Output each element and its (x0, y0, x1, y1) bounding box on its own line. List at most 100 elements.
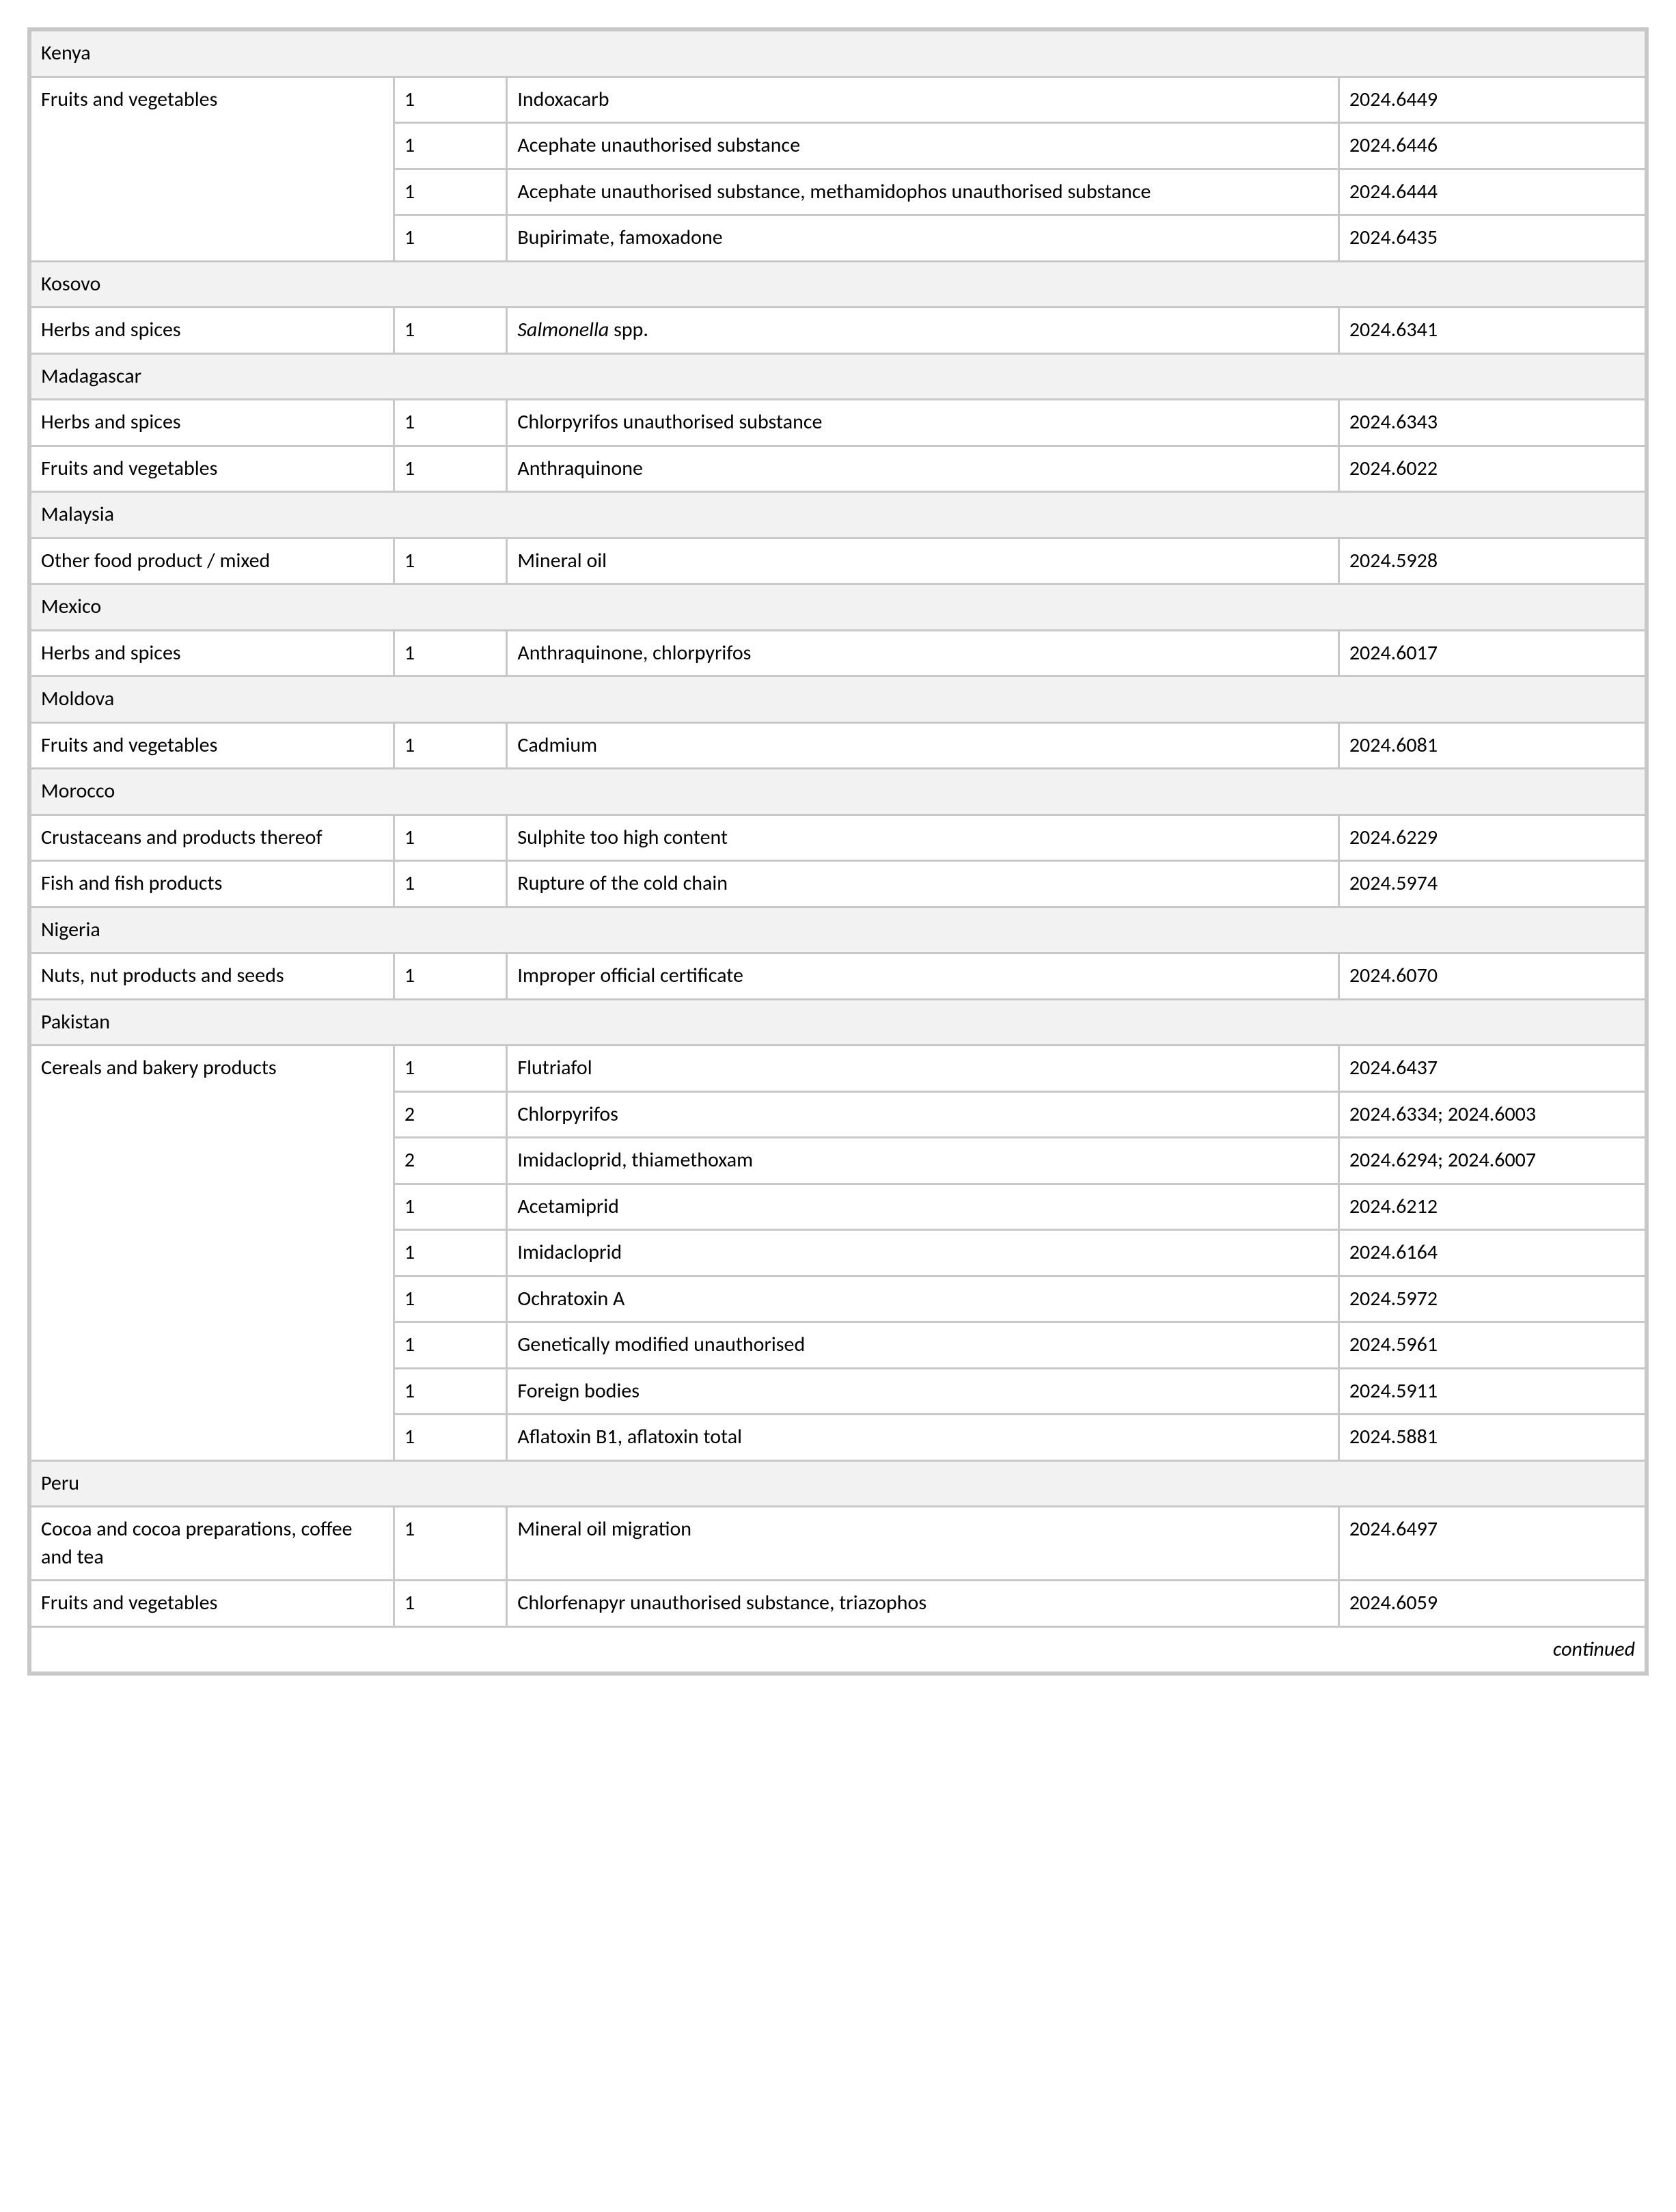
country-row: Kosovo (31, 261, 1646, 308)
hazard-cell: Rupture of the cold chain (507, 861, 1338, 907)
count-cell: 1 (394, 1507, 506, 1581)
country-name: Morocco (31, 769, 1646, 815)
table-row: Fruits and vegetables1Chlorfenapyr unaut… (31, 1581, 1646, 1627)
count-cell: 1 (394, 215, 506, 262)
reference-cell: 2024.6070 (1338, 953, 1645, 1000)
count-cell: 1 (394, 953, 506, 1000)
count-cell: 1 (394, 1368, 506, 1415)
reference-cell: 2024.6164 (1338, 1230, 1645, 1276)
table-row: Herbs and spices1Salmonella spp.2024.634… (31, 308, 1646, 354)
category-cell: Other food product / mixed (31, 538, 394, 584)
reference-cell: 2024.6449 (1338, 77, 1645, 123)
count-cell: 1 (394, 446, 506, 492)
category-cell: Herbs and spices (31, 630, 394, 677)
country-row: Nigeria (31, 907, 1646, 953)
reference-cell: 2024.6444 (1338, 169, 1645, 215)
reference-cell: 2024.6343 (1338, 400, 1645, 446)
count-cell: 1 (394, 1276, 506, 1322)
table-row: Herbs and spices1Anthraquinone, chlorpyr… (31, 630, 1646, 677)
hazard-cell: Chlorpyrifos (507, 1091, 1338, 1138)
reference-cell: 2024.6081 (1338, 722, 1645, 769)
hazard-cell: Sulphite too high content (507, 815, 1338, 861)
country-row: Moldova (31, 677, 1646, 723)
country-name: Pakistan (31, 999, 1646, 1046)
count-cell: 1 (394, 1184, 506, 1230)
hazard-cell: Foreign bodies (507, 1368, 1338, 1415)
country-row: Kenya (31, 31, 1646, 77)
count-cell: 2 (394, 1091, 506, 1138)
count-cell: 1 (394, 1046, 506, 1092)
category-cell: Fruits and vegetables (31, 446, 394, 492)
hazard-cell: Anthraquinone (507, 446, 1338, 492)
hazard-cell: Imidacloprid (507, 1230, 1338, 1276)
reference-cell: 2024.6341 (1338, 308, 1645, 354)
category-cell: Cocoa and cocoa preparations, coffee and… (31, 1507, 394, 1581)
category-cell: Fruits and vegetables (31, 722, 394, 769)
table-row: Herbs and spices1Chlorpyrifos unauthoris… (31, 400, 1646, 446)
table-row: Crustaceans and products thereof1Sulphit… (31, 815, 1646, 861)
reference-cell: 2024.6294; 2024.6007 (1338, 1138, 1645, 1184)
reference-cell: 2024.5974 (1338, 861, 1645, 907)
notifications-table-container: KenyaFruits and vegetables1Indoxacarb202… (27, 27, 1649, 1676)
reference-cell: 2024.6212 (1338, 1184, 1645, 1230)
category-cell: Herbs and spices (31, 308, 394, 354)
category-cell: Fish and fish products (31, 861, 394, 907)
table-row: Cereals and bakery products1Flutriafol20… (31, 1046, 1646, 1092)
category-cell: Herbs and spices (31, 400, 394, 446)
hazard-cell: Imidacloprid, thiamethoxam (507, 1138, 1338, 1184)
count-cell: 1 (394, 1322, 506, 1369)
hazard-cell: Salmonella spp. (507, 308, 1338, 354)
hazard-cell: Genetically modified unauthorised (507, 1322, 1338, 1369)
hazard-cell: Chlorpyrifos unauthorised substance (507, 400, 1338, 446)
hazard-cell: Flutriafol (507, 1046, 1338, 1092)
reference-cell: 2024.6435 (1338, 215, 1645, 262)
table-row: Cocoa and cocoa preparations, coffee and… (31, 1507, 1646, 1581)
hazard-cell: Cadmium (507, 722, 1338, 769)
count-cell: 1 (394, 538, 506, 584)
country-name: Mexico (31, 584, 1646, 631)
count-cell: 1 (394, 815, 506, 861)
count-cell: 1 (394, 1230, 506, 1276)
hazard-italic: Salmonella (517, 317, 609, 342)
count-cell: 1 (394, 123, 506, 169)
table-row: Other food product / mixed1Mineral oil20… (31, 538, 1646, 584)
hazard-cell: Acephate unauthorised substance (507, 123, 1338, 169)
reference-cell: 2024.6446 (1338, 123, 1645, 169)
hazard-cell: Chlorfenapyr unauthorised substance, tri… (507, 1581, 1338, 1627)
reference-cell: 2024.6022 (1338, 446, 1645, 492)
table-row: Fruits and vegetables1Indoxacarb2024.644… (31, 77, 1646, 123)
table-row: Nuts, nut products and seeds1Improper of… (31, 953, 1646, 1000)
hazard-cell: Bupirimate, famoxadone (507, 215, 1338, 262)
category-cell: Crustaceans and products thereof (31, 815, 394, 861)
notifications-table: KenyaFruits and vegetables1Indoxacarb202… (29, 29, 1647, 1674)
hazard-cell: Mineral oil (507, 538, 1338, 584)
hazard-cell: Aflatoxin B1, aflatoxin total (507, 1415, 1338, 1461)
reference-cell: 2024.5928 (1338, 538, 1645, 584)
count-cell: 1 (394, 308, 506, 354)
country-row: Mexico (31, 584, 1646, 631)
count-cell: 1 (394, 722, 506, 769)
table-row: Fruits and vegetables1Anthraquinone2024.… (31, 446, 1646, 492)
reference-cell: 2024.5972 (1338, 1276, 1645, 1322)
count-cell: 1 (394, 1415, 506, 1461)
country-name: Madagascar (31, 353, 1646, 400)
count-cell: 1 (394, 169, 506, 215)
country-name: Kenya (31, 31, 1646, 77)
reference-cell: 2024.5911 (1338, 1368, 1645, 1415)
country-row: Morocco (31, 769, 1646, 815)
hazard-cell: Anthraquinone, chlorpyrifos (507, 630, 1338, 677)
country-name: Peru (31, 1460, 1646, 1507)
category-cell: Cereals and bakery products (31, 1046, 394, 1461)
country-name: Kosovo (31, 261, 1646, 308)
count-cell: 1 (394, 1581, 506, 1627)
country-row: Madagascar (31, 353, 1646, 400)
count-cell: 1 (394, 630, 506, 677)
reference-cell: 2024.6437 (1338, 1046, 1645, 1092)
count-cell: 1 (394, 861, 506, 907)
reference-cell: 2024.6229 (1338, 815, 1645, 861)
country-name: Malaysia (31, 492, 1646, 538)
hazard-cell: Ochratoxin A (507, 1276, 1338, 1322)
count-cell: 2 (394, 1138, 506, 1184)
hazard-cell: Acephate unauthorised substance, methami… (507, 169, 1338, 215)
reference-cell: 2024.6059 (1338, 1581, 1645, 1627)
